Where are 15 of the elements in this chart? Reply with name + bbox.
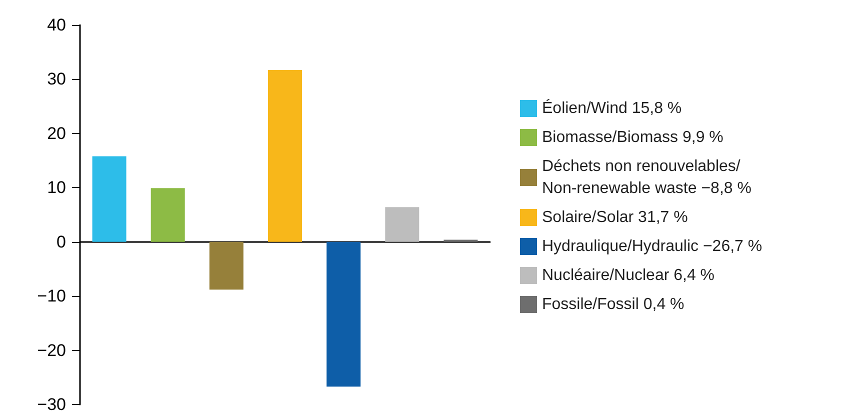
y-tick-label: 40	[47, 16, 66, 34]
legend-label: Fossile/Fossil 0,4 %	[542, 296, 684, 313]
legend-label: Éolien/Wind 15,8 %	[542, 99, 682, 117]
legend-label: Hydraulique/Hydraulic −26,7 %	[542, 238, 762, 255]
y-tick-label: 10	[47, 178, 66, 198]
y-tick-label: 30	[47, 70, 66, 89]
y-tick-label: 0	[56, 232, 66, 252]
y-tick-label: −10	[37, 286, 66, 306]
legend-label: Biomasse/Biomass 9,9 %	[542, 129, 724, 146]
legend-label: Déchets non renouvelables/ Non-renewable waste −8,8 %	[542, 158, 752, 197]
y-tick-label: −30	[37, 395, 66, 413]
legend-label: Solaire/Solar 31,7 %	[542, 209, 688, 226]
y-tick-label: −20	[37, 340, 66, 360]
y-tick-label: 20	[47, 124, 66, 143]
legend-label: Nucléaire/Nuclear 6,4 %	[542, 267, 715, 284]
